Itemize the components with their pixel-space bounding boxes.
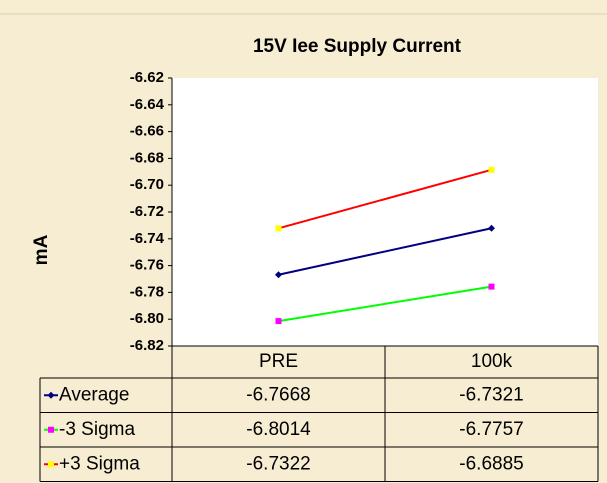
y-tick-label: -6.64 [130,96,165,113]
marker [488,283,495,290]
marker [488,166,495,173]
y-axis-label: mA [31,234,52,265]
y-tick-label: -6.78 [130,283,164,300]
series-line [278,285,492,323]
y-tick-label: -6.66 [130,123,164,140]
y-tick-label: -6.76 [130,257,164,274]
y-tick-label: -6.68 [130,149,164,166]
marker [488,224,495,232]
y-tick-label: -6.70 [130,176,164,193]
x-tick-label: PRE [259,351,298,372]
legend-label: +3 Sigma [59,453,140,474]
table-value: -6.7321 [459,384,523,405]
y-tick-label: -6.74 [130,230,165,247]
legend-key-marker [47,391,55,399]
legend-key-marker [48,461,54,468]
y-tick-label: -6.72 [130,203,164,220]
legend-label: Average [59,384,129,405]
table-value: -6.7322 [246,453,310,474]
legend-label: -3 Sigma [59,419,135,440]
marker [275,318,282,325]
table-value: -6.7668 [246,384,310,405]
y-tick-label: -6.82 [130,337,164,354]
table-value: -6.7757 [459,419,523,440]
legend-key-marker [48,426,54,433]
plot-area [172,78,598,346]
x-tick-label: 100k [471,351,513,372]
y-tick-label: -6.62 [130,69,164,86]
chart-title: 15V Iee Supply Current [253,36,462,57]
series-line [278,227,492,276]
table-value: -6.6885 [459,453,523,474]
marker [275,225,282,232]
series-line [278,168,492,230]
y-tick-label: -6.80 [130,310,164,327]
table-value: -6.8014 [246,419,311,440]
marker [275,271,282,279]
